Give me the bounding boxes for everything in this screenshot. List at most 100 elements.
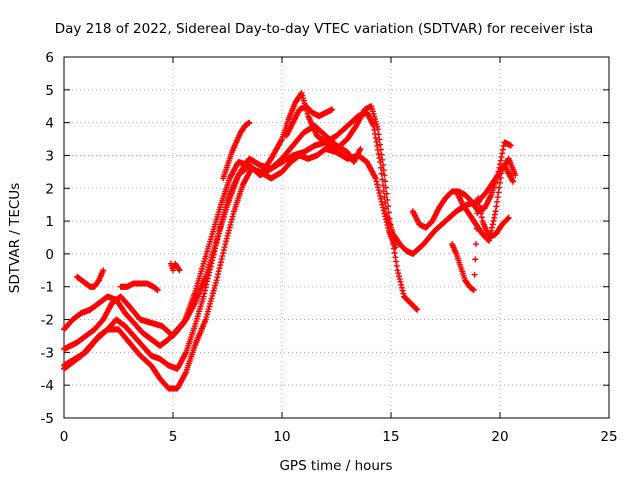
y-tick-label: -2	[41, 313, 54, 329]
data-point	[375, 150, 382, 157]
data-point	[495, 189, 502, 196]
x-tick-label: 5	[169, 429, 178, 445]
data-point	[497, 179, 503, 186]
data-point	[221, 244, 228, 251]
data-point	[487, 231, 494, 238]
data-point	[379, 201, 386, 208]
data-point	[376, 190, 383, 197]
data-point	[228, 219, 235, 226]
series-track-12	[453, 155, 519, 244]
data-point	[217, 262, 224, 269]
data-point	[386, 215, 393, 222]
data-point	[486, 234, 493, 241]
data-point	[201, 290, 208, 297]
data-point	[393, 262, 400, 269]
data-point	[473, 241, 480, 248]
y-tick-label: 1	[45, 214, 54, 230]
data-point	[394, 267, 401, 274]
series-track-8	[220, 119, 253, 182]
data-point	[390, 241, 397, 248]
data-point	[213, 277, 220, 284]
data-point	[507, 142, 514, 149]
data-point	[201, 287, 208, 294]
data-point	[504, 215, 511, 222]
data-point	[376, 136, 383, 143]
data-point	[498, 170, 505, 177]
x-axis: 0 5 10 15 20 25	[60, 57, 618, 445]
data-point	[499, 146, 506, 153]
data-point	[381, 172, 388, 179]
data-point	[378, 151, 385, 158]
y-tick-label: -3	[41, 345, 54, 361]
data-point	[475, 198, 482, 205]
data-point	[382, 178, 389, 185]
data-point	[397, 278, 404, 285]
data-point	[497, 157, 504, 164]
data-point	[478, 210, 485, 217]
series-track-4	[61, 122, 364, 349]
data-point	[385, 209, 392, 216]
data-point	[377, 195, 384, 202]
data-point	[491, 214, 498, 221]
data-point	[225, 230, 232, 237]
x-axis-label: GPS time / hours	[279, 458, 392, 474]
x-tick-label: 25	[600, 429, 617, 445]
data-point	[373, 178, 380, 185]
data-point	[385, 203, 392, 210]
data-point	[395, 273, 402, 280]
data-point	[475, 195, 482, 202]
data-point	[398, 281, 405, 288]
data-point	[494, 198, 501, 205]
data-point	[398, 284, 405, 291]
data-point	[377, 141, 384, 148]
x-tick-label: 10	[273, 429, 290, 445]
data-point	[223, 238, 230, 245]
data-point	[380, 204, 387, 211]
data-point	[154, 287, 161, 294]
data-point	[379, 156, 386, 163]
data-point	[381, 194, 388, 201]
data-point	[512, 172, 519, 179]
chart-title: Day 218 of 2022, Sidereal Day-to-day VTE…	[55, 21, 594, 37]
data-point	[374, 184, 381, 191]
data-point	[380, 161, 387, 168]
data-point	[510, 178, 517, 185]
data-point	[357, 145, 364, 152]
y-tick-label: 2	[45, 181, 54, 197]
data-point	[216, 265, 223, 272]
data-point	[470, 287, 477, 294]
data-point	[227, 221, 234, 228]
data-point	[491, 211, 498, 218]
data-point	[215, 268, 222, 275]
data-point	[396, 276, 403, 283]
data-point	[377, 192, 384, 199]
data-point	[383, 219, 390, 226]
data-point	[228, 216, 235, 223]
data-point	[413, 305, 420, 312]
data-point	[176, 267, 183, 274]
data-point	[489, 221, 496, 228]
data-point	[220, 250, 227, 257]
data-point	[478, 214, 485, 221]
data-point	[329, 106, 336, 113]
data-point	[222, 241, 229, 248]
data-point	[100, 267, 107, 274]
y-tick-label: 6	[45, 50, 54, 66]
data-point	[383, 190, 390, 197]
data-point	[225, 227, 232, 234]
series-track-5	[74, 267, 107, 290]
data-point	[378, 198, 385, 205]
data-point	[382, 213, 389, 220]
data-point	[219, 253, 226, 260]
data-point	[246, 119, 253, 126]
x-tick-label: 20	[491, 429, 508, 445]
data-point	[390, 245, 397, 252]
data-point	[496, 184, 503, 191]
y-tick-label: 4	[45, 116, 54, 132]
data-point	[382, 184, 389, 191]
data-point	[380, 167, 387, 174]
data-point	[377, 146, 384, 153]
series-track-6	[117, 280, 161, 294]
series-track-3	[61, 90, 421, 372]
data-point	[226, 224, 233, 231]
